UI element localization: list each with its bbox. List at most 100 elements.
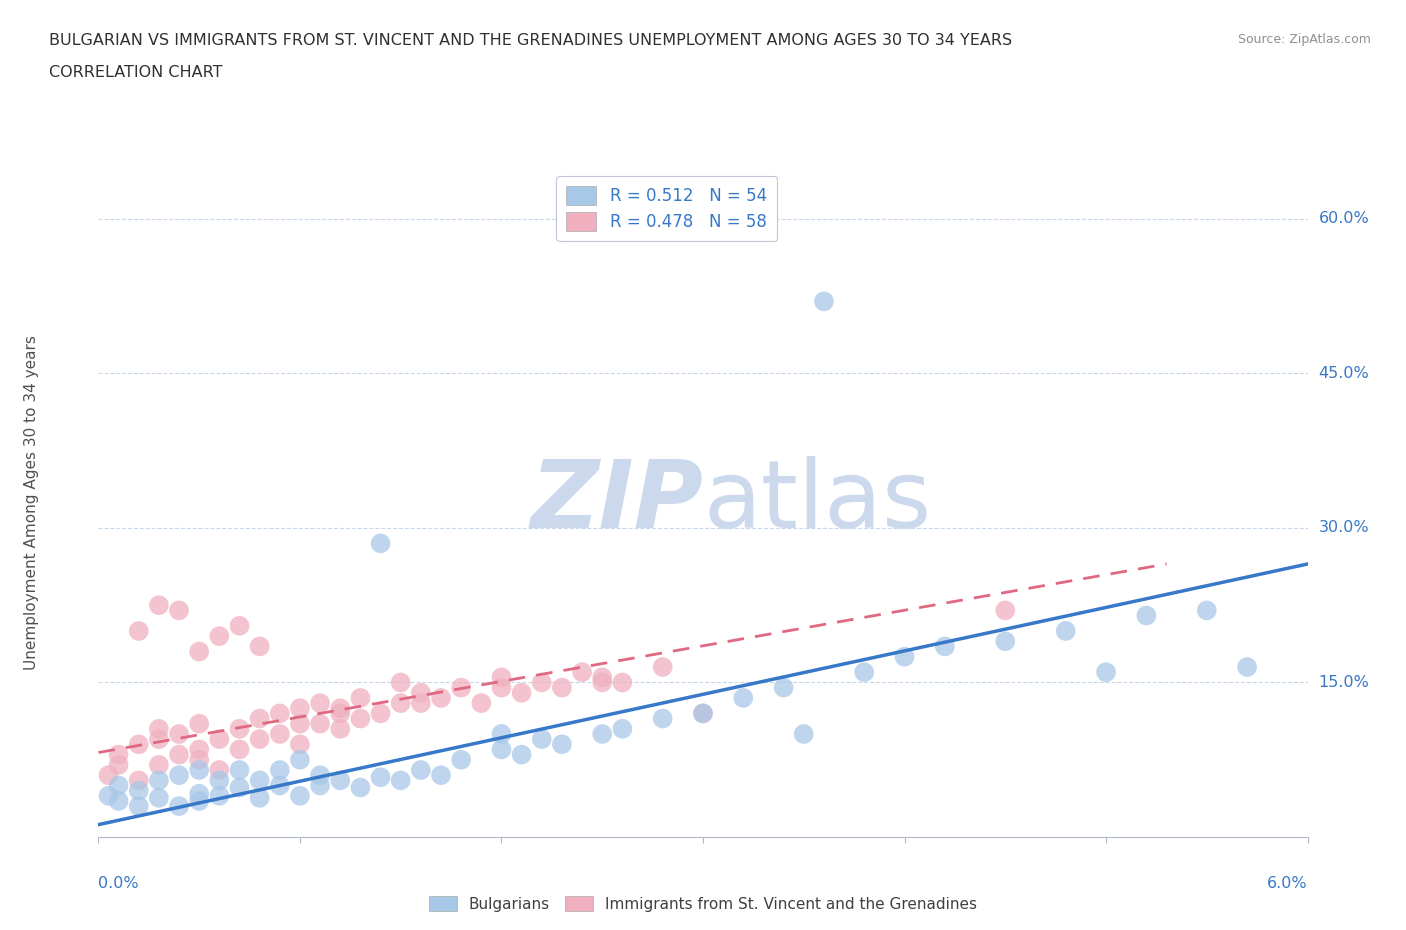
Point xyxy=(188,752,211,767)
Text: CORRELATION CHART: CORRELATION CHART xyxy=(49,65,222,80)
Point xyxy=(329,701,352,716)
Point xyxy=(491,680,513,695)
Point xyxy=(370,536,392,551)
Point xyxy=(148,757,170,772)
Point xyxy=(491,726,513,741)
Legend: Bulgarians, Immigrants from St. Vincent and the Grenadines: Bulgarians, Immigrants from St. Vincent … xyxy=(423,889,983,918)
Point xyxy=(128,783,150,798)
Point xyxy=(288,789,311,804)
Text: Unemployment Among Ages 30 to 34 years: Unemployment Among Ages 30 to 34 years xyxy=(24,335,39,670)
Point xyxy=(148,598,170,613)
Point xyxy=(612,722,634,737)
Point xyxy=(188,786,211,801)
Text: 15.0%: 15.0% xyxy=(1319,675,1369,690)
Point xyxy=(551,680,574,695)
Point xyxy=(228,742,250,757)
Point xyxy=(107,757,129,772)
Point xyxy=(591,670,613,684)
Point xyxy=(148,790,170,805)
Point xyxy=(228,763,250,777)
Point xyxy=(370,706,392,721)
Text: Source: ZipAtlas.com: Source: ZipAtlas.com xyxy=(1237,33,1371,46)
Point xyxy=(97,789,120,804)
Point xyxy=(228,618,250,633)
Text: 60.0%: 60.0% xyxy=(1319,211,1369,226)
Point xyxy=(269,778,291,793)
Point xyxy=(167,726,190,741)
Point xyxy=(510,747,533,762)
Point xyxy=(167,747,190,762)
Point xyxy=(349,711,371,726)
Point xyxy=(530,732,553,747)
Point xyxy=(288,752,311,767)
Point xyxy=(491,742,513,757)
Point xyxy=(249,711,271,726)
Point xyxy=(228,780,250,795)
Point xyxy=(269,763,291,777)
Point xyxy=(249,790,271,805)
Point xyxy=(692,706,714,721)
Point xyxy=(813,294,835,309)
Point xyxy=(309,716,332,731)
Point xyxy=(107,793,129,808)
Point xyxy=(269,706,291,721)
Point xyxy=(430,768,453,783)
Point xyxy=(329,773,352,788)
Point xyxy=(591,726,613,741)
Text: 45.0%: 45.0% xyxy=(1319,365,1369,381)
Point xyxy=(530,675,553,690)
Point xyxy=(551,737,574,751)
Point xyxy=(1095,665,1118,680)
Point xyxy=(148,773,170,788)
Point xyxy=(309,768,332,783)
Point xyxy=(269,726,291,741)
Point xyxy=(470,696,492,711)
Point xyxy=(994,603,1017,618)
Point xyxy=(288,737,311,751)
Point xyxy=(148,732,170,747)
Point xyxy=(491,670,513,684)
Point xyxy=(733,690,755,705)
Point xyxy=(208,789,231,804)
Point xyxy=(994,634,1017,649)
Point xyxy=(389,773,412,788)
Point xyxy=(188,793,211,808)
Point xyxy=(188,742,211,757)
Point xyxy=(893,649,915,664)
Point xyxy=(128,623,150,638)
Point xyxy=(208,763,231,777)
Point xyxy=(309,696,332,711)
Point xyxy=(1195,603,1218,618)
Point xyxy=(612,675,634,690)
Point xyxy=(208,629,231,644)
Point xyxy=(249,732,271,747)
Point xyxy=(249,639,271,654)
Point xyxy=(188,644,211,659)
Point xyxy=(107,747,129,762)
Text: atlas: atlas xyxy=(703,457,931,548)
Point xyxy=(450,680,472,695)
Point xyxy=(128,737,150,751)
Point xyxy=(1236,659,1258,674)
Point xyxy=(409,763,432,777)
Point xyxy=(167,768,190,783)
Point xyxy=(349,780,371,795)
Point xyxy=(651,711,673,726)
Point xyxy=(1054,623,1077,638)
Text: ZIP: ZIP xyxy=(530,457,703,548)
Point xyxy=(228,722,250,737)
Point xyxy=(288,716,311,731)
Point xyxy=(167,603,190,618)
Point xyxy=(571,665,593,680)
Point xyxy=(651,659,673,674)
Text: 30.0%: 30.0% xyxy=(1319,521,1369,536)
Point xyxy=(128,799,150,814)
Point xyxy=(188,716,211,731)
Point xyxy=(349,690,371,705)
Point xyxy=(309,778,332,793)
Point xyxy=(510,685,533,700)
Point xyxy=(1135,608,1157,623)
Point xyxy=(389,696,412,711)
Point xyxy=(148,722,170,737)
Point xyxy=(389,675,412,690)
